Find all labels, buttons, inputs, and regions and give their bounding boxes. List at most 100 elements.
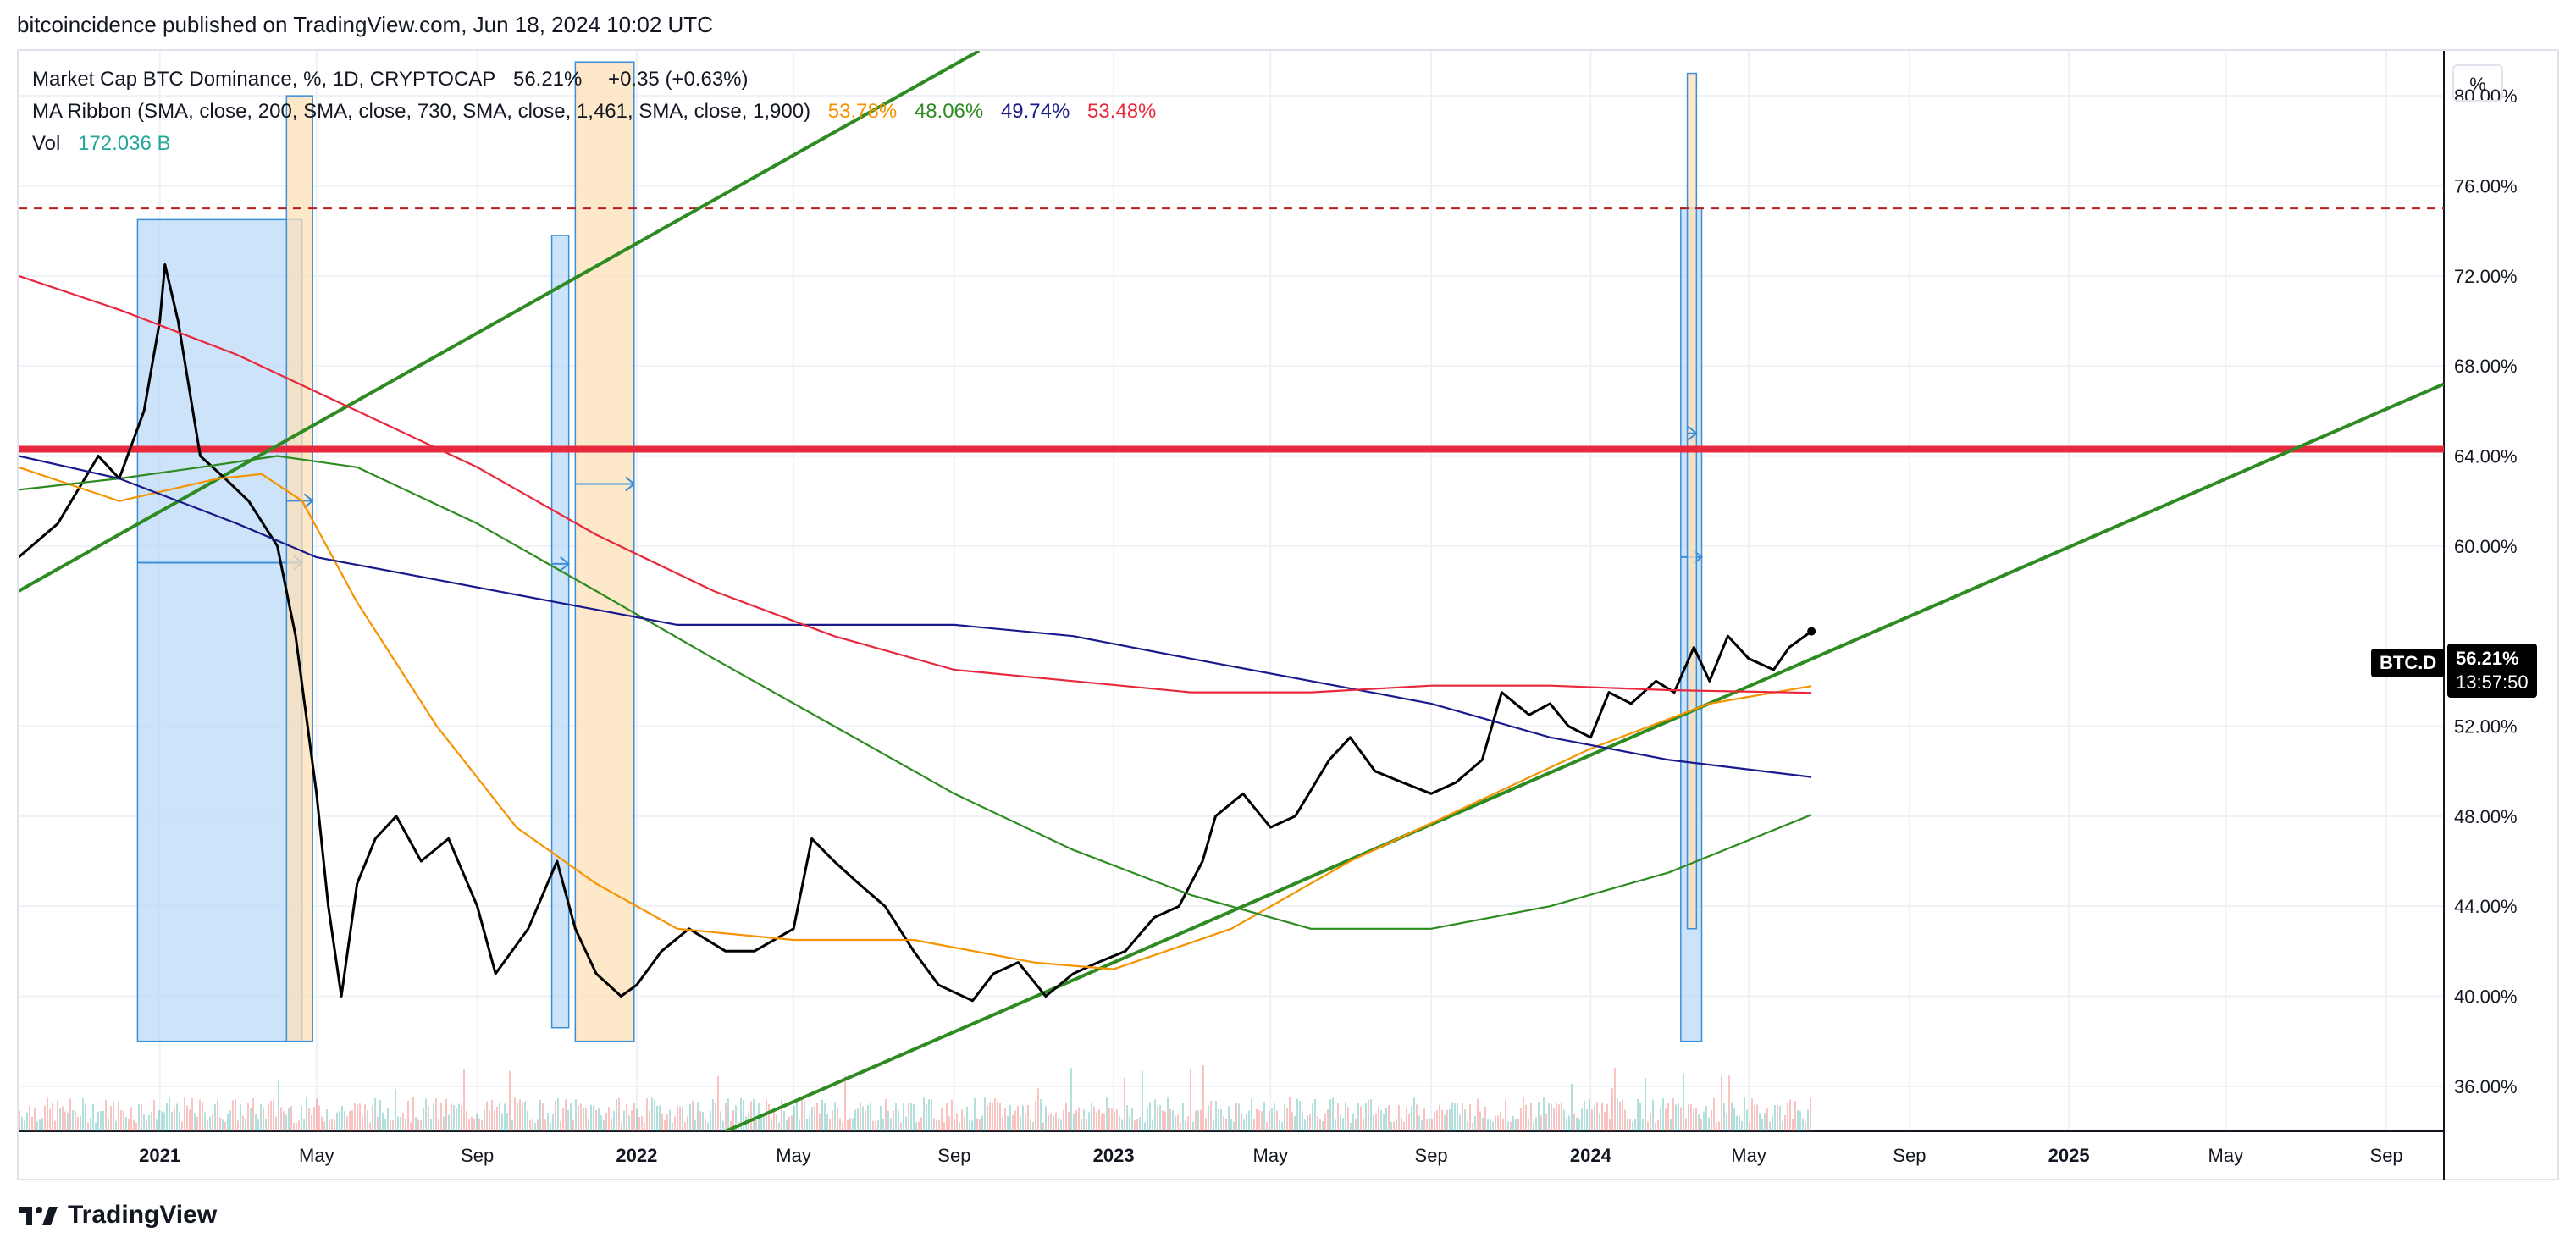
volume-bar [1149,1102,1151,1131]
volume-bar [1523,1097,1524,1131]
volume-bar [989,1102,991,1131]
volume-bar [290,1106,292,1131]
volume-bar [814,1106,815,1131]
ma-line [19,455,1812,778]
volume-bar [750,1101,752,1131]
volume-bar [1276,1110,1278,1131]
volume-bar [1500,1111,1501,1131]
volume-bar [793,1105,795,1131]
volume-bar [232,1100,234,1131]
volume-bar [67,1112,69,1131]
volume-bar [1025,1114,1026,1131]
volume-bar [727,1098,729,1131]
volume-bar [265,1119,267,1131]
volume-bar [773,1108,775,1131]
volume-bar [611,1118,612,1131]
volume-bar [1558,1104,1560,1131]
volume-bar [435,1097,437,1131]
tradingview-logo[interactable]: TradingView [19,1201,217,1230]
volume-bar [1426,1119,1428,1131]
volume-bar [760,1114,762,1131]
volume-bar [255,1114,257,1131]
tradingview-logo-icon [19,1203,59,1227]
volume-bar [125,1117,127,1131]
volume-bar [1772,1115,1773,1131]
y-tick-label: 76.00% [2454,176,2518,197]
volume-bar [1601,1103,1603,1131]
volume-bar [379,1099,381,1131]
volume-bar [1324,1113,1326,1131]
legend-ma-value-730: 48.06% [914,100,984,123]
volume-bar [1482,1117,1484,1131]
volume-bar [489,1109,490,1131]
volume-bar [306,1097,307,1131]
volume-bar [1444,1115,1446,1131]
volume-bar [191,1098,193,1131]
volume-bar [1655,1122,1656,1131]
volume-bar [1307,1115,1308,1131]
volume-bar [1139,1117,1141,1131]
volume-bar [1185,1121,1186,1131]
volume-bar [595,1109,597,1131]
volume-bar [1164,1111,1166,1131]
volume-bar [95,1122,97,1131]
volume-bar [1726,1114,1727,1131]
volume-bar [931,1098,932,1131]
x-tick-label: 2025 [2048,1145,2090,1166]
volume-bar [156,1119,158,1131]
volume-bar [1716,1122,1717,1131]
volume-bar [1317,1116,1318,1131]
volume-bar [1022,1105,1024,1131]
x-tick-label: May [1731,1145,1766,1166]
volume-bar [621,1122,622,1131]
volume-bar [616,1099,617,1131]
volume-bar [1617,1098,1618,1131]
volume-bar [382,1112,384,1131]
y-tick-label: 44.00% [2454,896,2518,917]
x-tick-label: May [2208,1145,2244,1166]
percent-scale-button[interactable]: % [2452,64,2503,102]
y-tick-label: 60.00% [2454,536,2518,557]
volume-bar [1680,1107,1682,1131]
volume-bar [1614,1068,1616,1131]
volume-bar [710,1110,711,1131]
volume-bar [1695,1107,1697,1131]
volume-bar [1126,1105,1128,1131]
volume-bar [97,1111,99,1131]
volume-bar [1484,1107,1486,1131]
volume-bar [1604,1111,1606,1131]
volume-bar [956,1113,958,1131]
volume-bar [1462,1103,1463,1131]
x-tick-label: May [776,1145,811,1166]
volume-bar [1639,1102,1641,1131]
volume-bar [837,1108,838,1131]
volume-bar [641,1116,643,1131]
volume-bar [776,1114,777,1131]
volume-bar [1685,1118,1687,1131]
volume-bar [82,1097,84,1131]
volume-bar [1345,1102,1346,1131]
volume-bar [987,1105,988,1131]
volume-bar [1802,1118,1804,1131]
volume-bar [1434,1111,1435,1131]
volume-bar [1075,1110,1077,1131]
volume-bar [387,1108,389,1131]
volume-bar [1350,1122,1352,1131]
date-range-box [550,235,570,1029]
volume-bar [1375,1113,1377,1131]
volume-bar [153,1099,155,1131]
volume-bar [174,1108,175,1131]
volume-bar [829,1119,831,1131]
volume-bar [649,1110,650,1131]
volume-bar [532,1119,533,1131]
volume-bar [362,1115,363,1131]
volume-bar [898,1110,899,1131]
volume-bar [981,1115,983,1131]
volume-bar [862,1106,864,1131]
volume-bar [847,1119,849,1131]
volume-bar [984,1097,986,1131]
volume-bar [1096,1112,1097,1131]
volume-bar [1337,1103,1339,1131]
volume-bar [298,1120,300,1131]
